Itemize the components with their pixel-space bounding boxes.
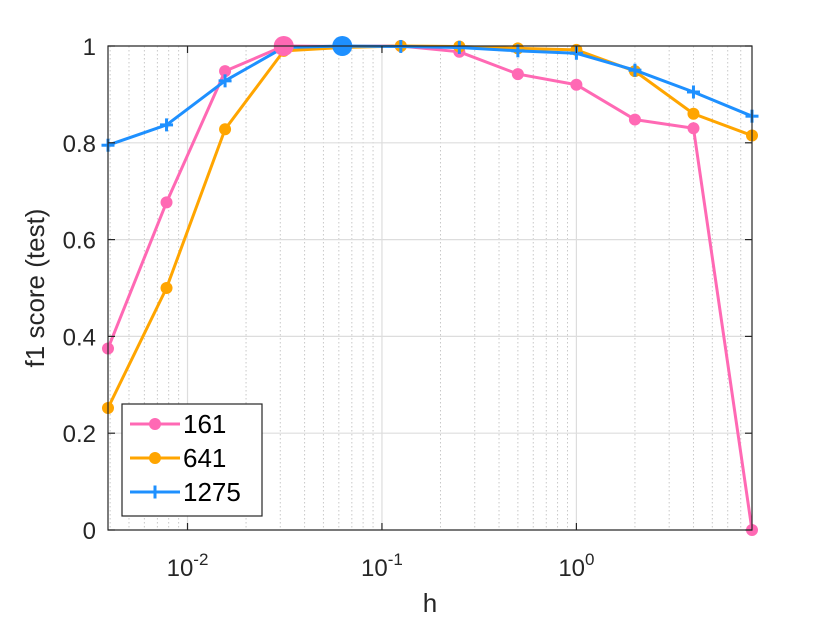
plot-border	[107, 45, 753, 531]
y-axis-label: f1 score (test)	[20, 209, 50, 368]
data-point	[628, 113, 641, 126]
data-point	[687, 107, 700, 120]
x-tick-label: 10-1	[361, 550, 403, 582]
data-point	[219, 123, 232, 136]
data-point	[570, 78, 583, 91]
series-line	[107, 44, 753, 147]
y-tick-label: 0.2	[63, 421, 96, 448]
y-tick-label: 1	[83, 34, 96, 61]
legend-marker	[149, 452, 161, 464]
legend-label: 1275	[183, 477, 241, 507]
data-point	[452, 40, 466, 54]
x-axis-label: h	[423, 588, 437, 618]
legend-label: 641	[183, 443, 226, 473]
legend-marker	[149, 418, 161, 430]
legend-marker	[148, 485, 162, 499]
data-point	[219, 65, 232, 78]
data-point	[686, 85, 700, 99]
x-tick-label: 10-2	[167, 550, 209, 582]
data-point	[218, 74, 232, 88]
y-tick-label: 0	[83, 518, 96, 545]
y-tick-label: 0.8	[63, 131, 96, 158]
y-tick-label: 0.4	[63, 324, 96, 351]
legend-label: 161	[183, 409, 226, 439]
data-point	[687, 122, 700, 135]
ticks: 10-2 10-1 100 0 0.2 0.4 0.6 0.8 1	[63, 34, 752, 582]
x-tick-label: 100	[558, 550, 594, 582]
legend: 161 641 1275	[121, 403, 263, 517]
y-tick-label: 0.6	[63, 228, 96, 255]
data-point	[160, 196, 173, 209]
data-point	[511, 68, 524, 81]
data-point	[628, 63, 642, 77]
data-point	[160, 118, 174, 132]
data-point	[160, 282, 173, 294]
series-line	[106, 44, 754, 531]
